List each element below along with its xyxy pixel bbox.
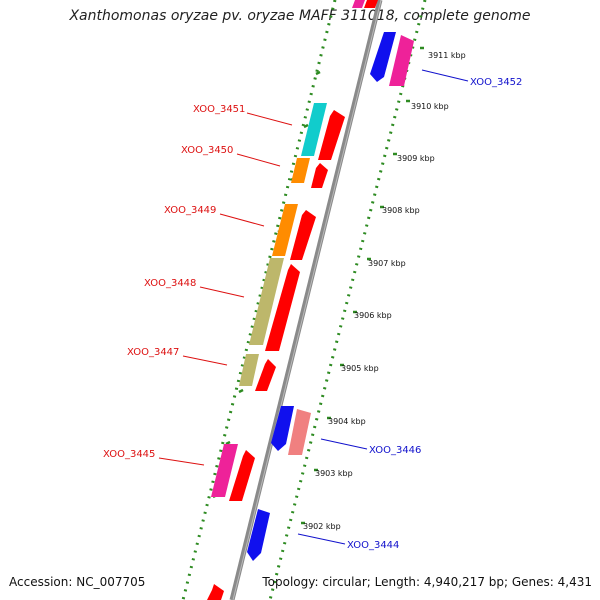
gene-feature[interactable] [265, 264, 300, 351]
gene-xoo3452-feature[interactable] [370, 32, 396, 82]
gene-xoo3450-feature[interactable] [291, 158, 310, 183]
gene-label-left[interactable]: XOO_3451 [193, 104, 245, 115]
kbp-label: 3906 kbp [354, 311, 392, 320]
kbp-label: 3904 kbp [328, 417, 366, 426]
gene-label-left[interactable]: XOO_3449 [164, 205, 216, 216]
kbp-label: 3902 kbp [303, 522, 341, 531]
kbp-ticks [301, 46, 424, 525]
gene-label-right[interactable]: XOO_3452 [470, 77, 522, 88]
gene-xoo3451-feature[interactable] [301, 103, 327, 156]
gene-label-left[interactable]: XOO_3448 [144, 278, 196, 289]
topology-text: Topology: circular; Length: 4,940,217 bp… [262, 575, 592, 589]
gene-label-right[interactable]: XOO_3444 [347, 540, 399, 551]
gene-feature[interactable] [207, 584, 224, 600]
gene-feature[interactable] [290, 210, 316, 260]
gene-feature[interactable] [229, 450, 255, 501]
gene-label-right[interactable]: XOO_3446 [369, 445, 421, 456]
left-leader-lines [158, 112, 293, 466]
kbp-label: 3905 kbp [341, 364, 379, 373]
gene-feature[interactable] [352, 0, 365, 8]
right-leader-lines [297, 69, 469, 545]
kbp-label: 3910 kbp [411, 102, 449, 111]
gene-xoo3446-feature[interactable] [271, 406, 294, 451]
gene-label-left[interactable]: XOO_3447 [127, 347, 179, 358]
gene-feature[interactable] [311, 163, 328, 188]
gene-xoo3444-feature[interactable] [247, 509, 270, 561]
kbp-label: 3907 kbp [368, 259, 406, 268]
kbp-label: 3911 kbp [428, 51, 466, 60]
map-title: Xanthomonas oryzae pv. oryzae MAFF 31101… [69, 8, 531, 24]
gene-xoo3447-feature[interactable] [239, 354, 259, 386]
gene-xoo3449-feature[interactable] [272, 204, 298, 256]
gene-feature[interactable] [288, 409, 311, 455]
genome-backbone [229, 0, 383, 600]
gene-feature[interactable] [255, 359, 276, 391]
gene-xoo3448-feature[interactable] [249, 258, 284, 345]
gene-label-left[interactable]: XOO_3445 [103, 449, 155, 460]
kbp-label: 3908 kbp [382, 206, 420, 215]
gene-feature[interactable] [318, 110, 345, 160]
gene-feature[interactable] [364, 0, 378, 8]
accession-text: Accession: NC_007705 [9, 575, 146, 589]
gene-xoo3445-feature[interactable] [211, 444, 238, 497]
kbp-label: 3903 kbp [315, 469, 353, 478]
kbp-label: 3909 kbp [397, 154, 435, 163]
outer-dotted-track-right [268, 0, 427, 600]
gene-feature[interactable] [389, 35, 414, 86]
gene-label-left[interactable]: XOO_3450 [181, 145, 233, 156]
